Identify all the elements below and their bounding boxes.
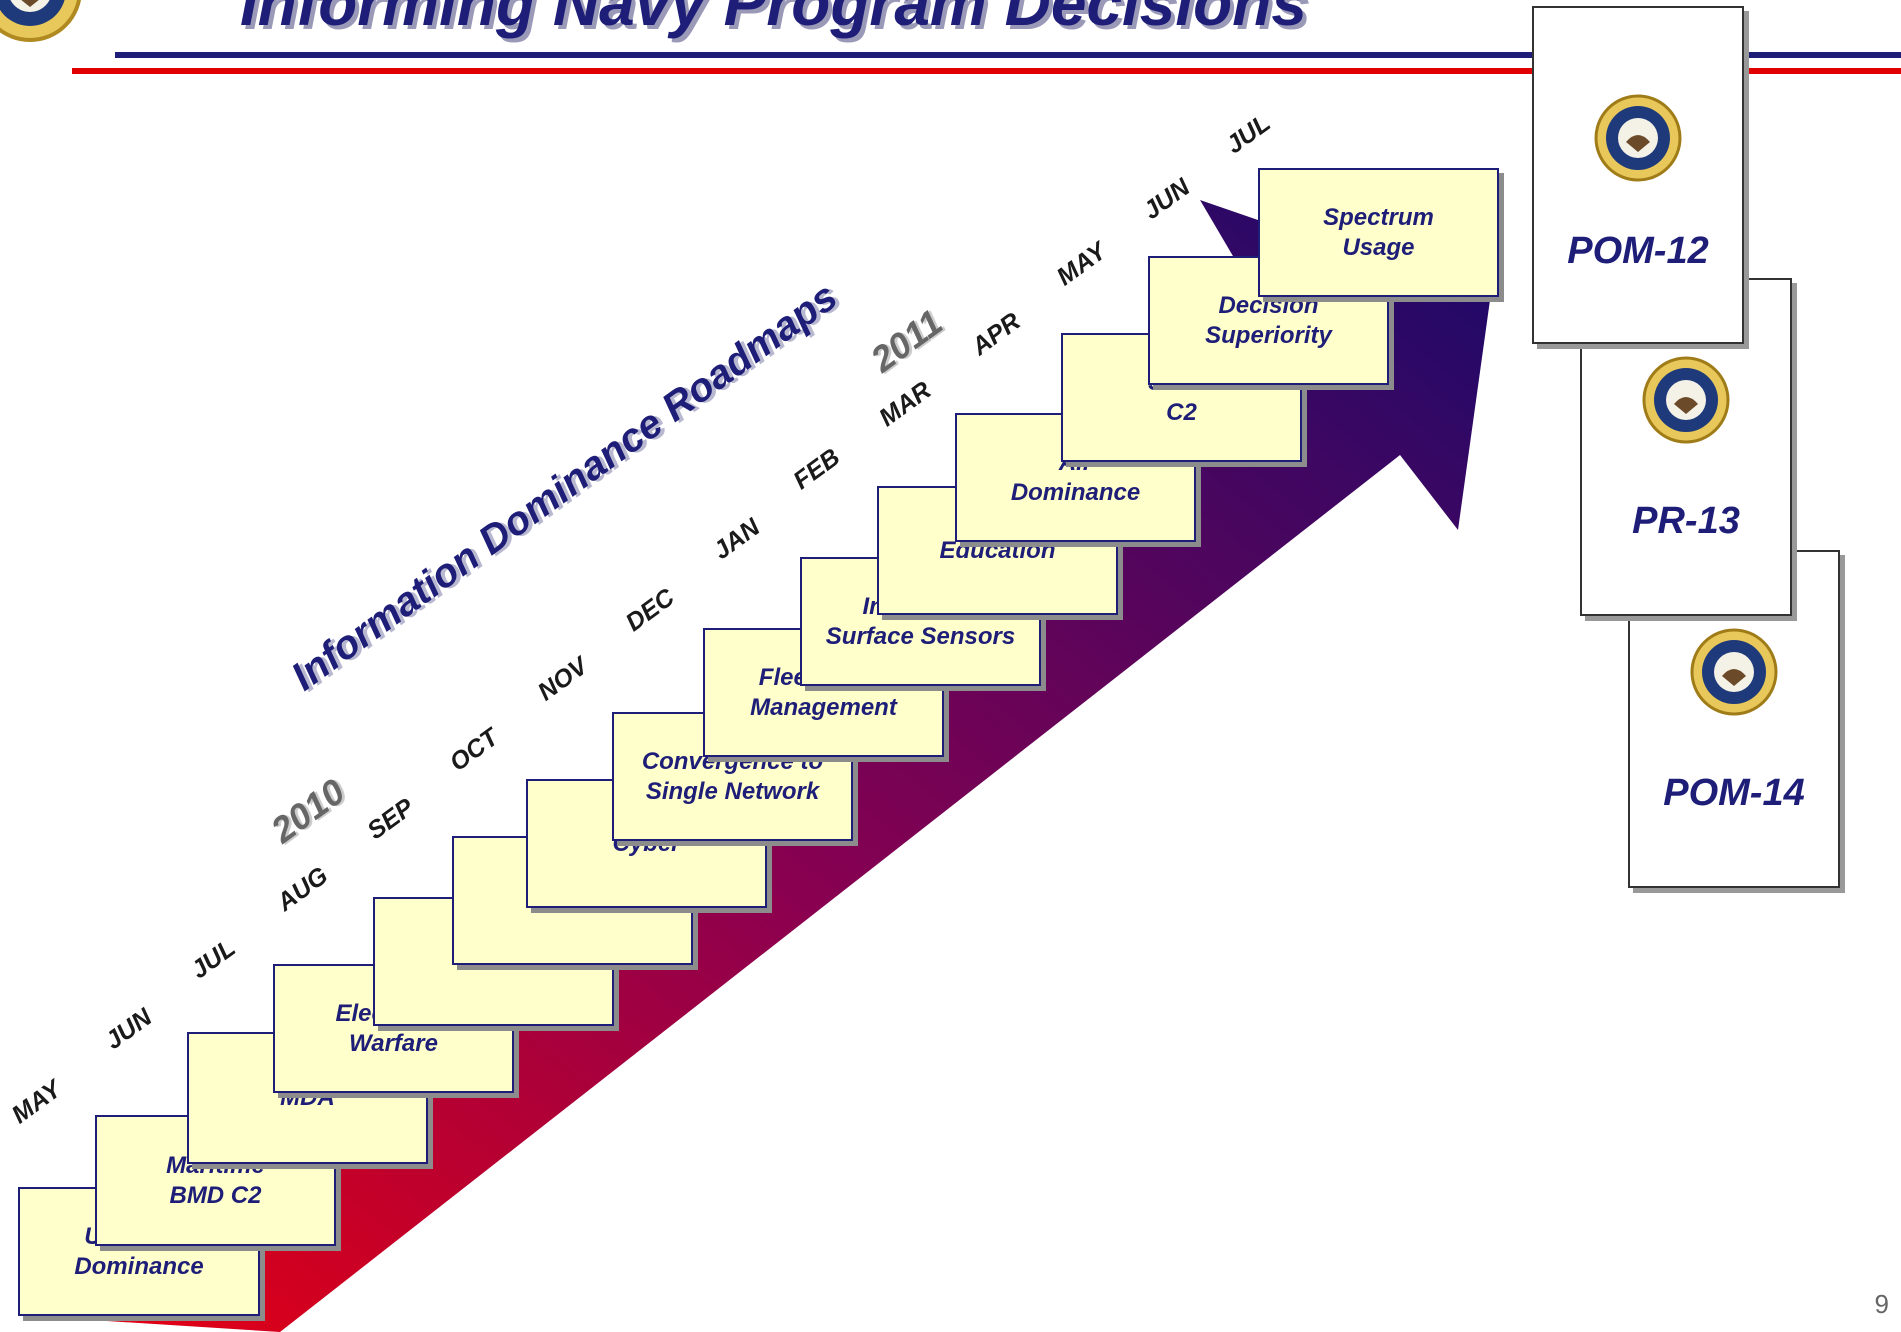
budget-doc-label: POM-12	[1567, 230, 1709, 272]
roadmap-step-box: Spectrum Usage	[1258, 168, 1499, 297]
navy-seal-logo	[0, 0, 82, 42]
navy-seal-icon	[1642, 356, 1730, 444]
roadmap-step-label: Decision Superiority	[1205, 291, 1332, 349]
navy-seal-icon	[1690, 628, 1778, 716]
roadmap-step-label: Air Dominance	[1010, 448, 1141, 506]
budget-doc-label: PR-13	[1632, 500, 1740, 542]
page-number: 9	[1874, 1289, 1889, 1319]
navy-seal-icon	[1594, 94, 1682, 182]
header-rule-blue	[115, 52, 1901, 58]
roadmap-step-label: Spectrum Usage	[1323, 203, 1434, 261]
header-rule-red	[72, 68, 1901, 74]
page-title: Informing Navy Program Decisions	[240, 0, 1307, 39]
budget-doc-label: POM-14	[1663, 772, 1805, 814]
budget-doc-pom-12: POM-12	[1532, 6, 1744, 344]
